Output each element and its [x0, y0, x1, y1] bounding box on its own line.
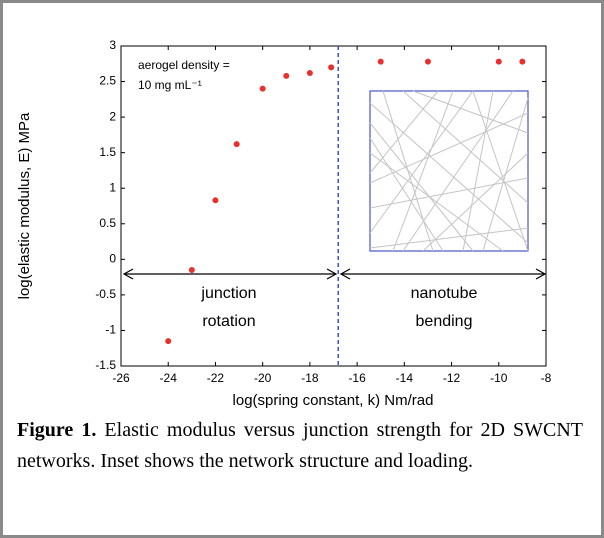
x-tick-label: -10: [490, 371, 508, 385]
x-tick-label: -20: [254, 371, 272, 385]
arrows: [122, 268, 547, 280]
y-tick-label: 3: [109, 38, 116, 52]
y-tick-label: -1.5: [95, 358, 116, 372]
annotation: 10 mg mL⁻¹: [138, 78, 202, 92]
point: [212, 197, 219, 204]
point: [328, 64, 335, 71]
y-tick-label: 1.5: [99, 145, 116, 159]
y-tick-label: 2.5: [99, 74, 116, 88]
point: [519, 58, 526, 65]
y-tick-label: 1: [109, 180, 116, 194]
point: [424, 58, 431, 65]
point: [306, 70, 313, 77]
x-tick-label: -14: [396, 371, 414, 385]
caption-label: Figure 1.: [17, 419, 97, 441]
y-tick-label: 2: [109, 109, 116, 123]
point: [377, 58, 384, 65]
point: [233, 141, 240, 148]
point: [495, 58, 502, 65]
caption: Figure 1. Elastic modulus versus junctio…: [17, 415, 583, 477]
y-axis-label: log(elastic modulus, E) MPa: [16, 112, 33, 299]
point: [283, 72, 290, 79]
chart: aerogel density = 10 mg mL⁻¹ junction ro…: [16, 38, 552, 409]
annotation: aerogel density =: [138, 58, 230, 72]
point: [259, 85, 266, 92]
y-tick-label: -1: [105, 323, 116, 337]
x-axis-label: log(spring constant, k) Nm/rad: [233, 392, 434, 409]
x-tick-label: -12: [443, 371, 461, 385]
inset: [369, 90, 529, 252]
point: [188, 267, 195, 273]
caption-text: Elastic modulus versus junction strength…: [17, 419, 584, 472]
plot-frame: [120, 45, 547, 367]
x-tick-label: -24: [160, 371, 178, 385]
point: [165, 338, 172, 345]
x-tick-label: -26: [112, 371, 130, 385]
annotation: nanotube: [411, 285, 478, 302]
y-tick-label: -0.5: [95, 287, 116, 301]
annotation: bending: [416, 313, 473, 330]
x-tick-label: -18: [301, 371, 319, 385]
annotation: junction: [200, 285, 256, 302]
x-tick-label: -22: [207, 371, 225, 385]
y-tick-label: 0: [109, 252, 116, 266]
x-tick-label: -16: [348, 371, 366, 385]
annotation: rotation: [202, 313, 255, 330]
x-tick-label: -8: [541, 371, 552, 385]
y-tick-label: 0.5: [99, 216, 116, 230]
